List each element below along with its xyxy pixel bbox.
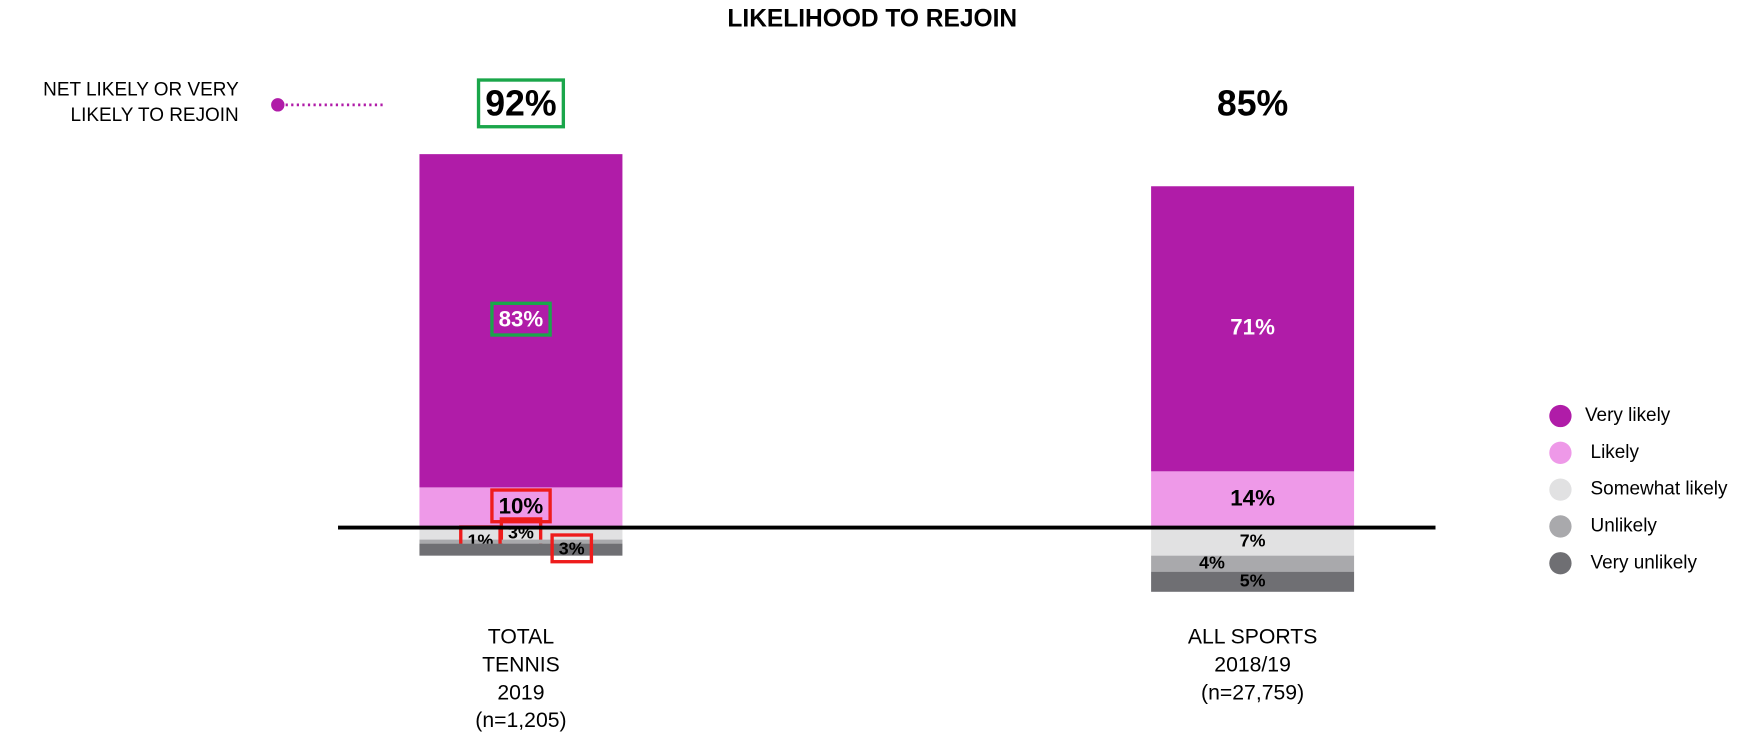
data-label: 5% (1240, 570, 1266, 590)
data-label: 71% (1230, 315, 1275, 340)
data-label: 7% (1240, 530, 1266, 550)
net-annotation: LIKELY TO REJOIN (71, 105, 239, 126)
legend-label: Very unlikely (1591, 552, 1698, 573)
bar-segment (1151, 527, 1355, 556)
legend-swatch (1549, 515, 1572, 538)
net-annotation: NET LIKELY OR VERY (43, 79, 239, 100)
bar-segment (419, 539, 623, 544)
x-tick-label: TENNIS (482, 653, 560, 676)
bar-segment (419, 543, 623, 556)
legend-swatch (1549, 478, 1572, 501)
highlight-box (490, 488, 552, 524)
x-tick-label: TOTAL (488, 626, 555, 649)
legend-label: Likely (1591, 442, 1640, 463)
highlight-box (490, 301, 552, 337)
bar-segment (1151, 186, 1355, 472)
legend-label: Somewhat likely (1591, 479, 1728, 500)
legend-swatch (1549, 404, 1572, 428)
chart-title: LIKELIHOOD TO REJOIN (727, 6, 1017, 33)
net-value: 85% (1217, 83, 1288, 123)
x-tick-label: ALL SPORTS (1188, 626, 1318, 649)
data-label: 3% (508, 522, 534, 542)
highlight-box (550, 533, 594, 564)
legend-label: Very likely (1585, 405, 1671, 426)
x-tick-label: 2018/19 (1214, 653, 1291, 676)
data-label: 10% (499, 493, 544, 518)
legend-label: Unlikely (1591, 515, 1658, 536)
bar-segment (1151, 471, 1355, 528)
highlight-box (476, 78, 566, 129)
bar-segment (1151, 555, 1355, 572)
annotation-dot (271, 98, 285, 112)
data-label: 14% (1230, 485, 1275, 510)
legend-swatch (1549, 441, 1572, 464)
x-tick-label: (n=1,205) (475, 709, 566, 732)
x-tick-label: (n=27,759) (1201, 681, 1304, 704)
bar-segment (419, 154, 623, 488)
x-tick-label: 2019 (497, 681, 544, 704)
legend-swatch (1549, 552, 1572, 575)
data-label: 3% (559, 538, 585, 558)
net-value: 92% (485, 83, 556, 123)
data-label: 83% (499, 307, 544, 332)
data-label: 4% (1199, 552, 1225, 572)
bar-segment (1151, 571, 1355, 592)
